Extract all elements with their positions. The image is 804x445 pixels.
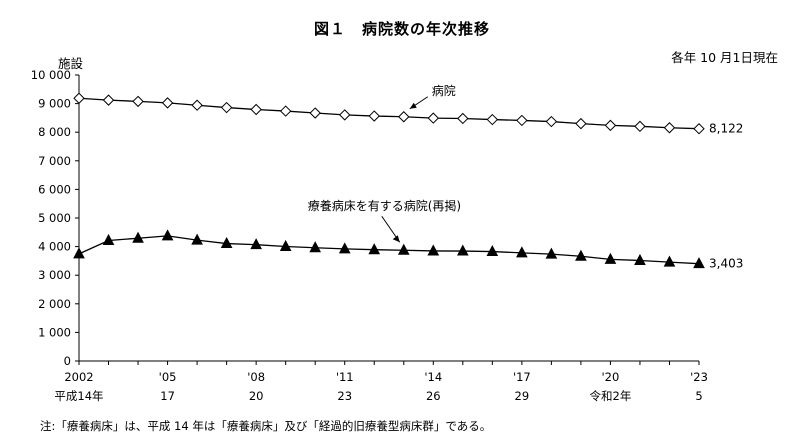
data-point-diamond xyxy=(309,107,321,119)
data-point-diamond xyxy=(102,94,115,106)
data-point-triangle xyxy=(693,257,705,269)
data-point-diamond xyxy=(457,112,469,125)
data-point-diamond xyxy=(575,117,587,130)
y-tick-label: 1 000 xyxy=(38,325,71,339)
x-tick-label: '05 xyxy=(159,370,177,384)
data-point-triangle xyxy=(545,247,558,259)
y-tick-label: 0 xyxy=(64,354,71,368)
data-point-triangle xyxy=(73,247,85,259)
data-point-diamond xyxy=(279,105,292,117)
date-note: 各年 10 月1日現在 xyxy=(671,50,778,65)
y-tick-label: 7 000 xyxy=(38,154,71,168)
data-point-triangle xyxy=(427,244,440,256)
data-point-diamond xyxy=(161,97,174,109)
data-point-triangle xyxy=(486,244,499,257)
data-point-triangle xyxy=(250,238,262,250)
y-tick-label: 8 000 xyxy=(38,125,71,139)
data-point-triangle xyxy=(338,242,351,254)
data-point-triangle xyxy=(161,229,174,241)
x-tick-label: '20 xyxy=(602,370,620,384)
x-tick-label-japanese: 5 xyxy=(695,389,702,403)
data-point-diamond xyxy=(634,120,646,133)
x-tick-label: '11 xyxy=(336,370,354,384)
x-tick-label-japanese: 29 xyxy=(515,389,530,403)
chart-title: 図１ 病院数の年次推移 xyxy=(313,20,490,38)
y-tick-label: 9 000 xyxy=(38,97,71,111)
data-point-diamond xyxy=(368,110,380,122)
data-point-triangle xyxy=(397,243,410,255)
data-point-triangle xyxy=(634,253,646,265)
data-point-triangle xyxy=(279,239,292,251)
callout-arrowhead-1 xyxy=(409,102,417,109)
y-tick-label: 4 000 xyxy=(38,240,71,254)
data-point-diamond xyxy=(516,114,528,127)
x-tick-label-japanese: 26 xyxy=(426,389,441,403)
x-tick-label-japanese: 平成14年 xyxy=(54,389,103,403)
series-markers xyxy=(73,92,705,269)
data-point-triangle xyxy=(102,233,115,245)
data-point-triangle xyxy=(220,236,233,249)
x-tick-label: '08 xyxy=(247,370,265,384)
end-value-label-2: 3,403 xyxy=(709,257,743,271)
series-line-1 xyxy=(78,97,700,130)
y-tick-label: 6 000 xyxy=(38,182,71,196)
x-tick-label-japanese: 20 xyxy=(249,389,264,403)
x-tick-label: 2002 xyxy=(64,370,93,384)
data-point-diamond xyxy=(693,123,705,135)
y-tick-label: 5 000 xyxy=(38,211,71,225)
data-point-triangle xyxy=(191,233,203,245)
footnote: 注:「療養病床」は、平成 14 年は「療養病床」及び「経過的旧療養型病床群」であ… xyxy=(40,419,492,433)
data-point-triangle xyxy=(456,244,469,256)
x-tick-label-japanese: 17 xyxy=(160,389,175,403)
data-point-diamond xyxy=(339,109,351,121)
data-point-triangle xyxy=(663,255,676,267)
x-tick-label-japanese: 23 xyxy=(337,389,352,403)
data-point-diamond xyxy=(486,113,499,126)
data-point-diamond xyxy=(250,103,262,116)
data-point-triangle xyxy=(132,231,144,243)
x-tick-label-japanese: 令和2年 xyxy=(590,389,632,403)
series-label-2: 療養病床を有する病院(再掲) xyxy=(308,198,461,213)
x-tick-label: '17 xyxy=(513,370,531,384)
data-point-diamond xyxy=(663,122,676,134)
y-tick-label: 3 000 xyxy=(38,268,71,282)
data-point-diamond xyxy=(191,99,203,111)
data-point-diamond xyxy=(427,112,439,124)
series-line-2 xyxy=(78,235,700,265)
end-value-label-1: 8,122 xyxy=(709,122,743,136)
y-axis-unit-label: 施設 xyxy=(58,56,84,71)
data-point-diamond xyxy=(132,95,144,108)
data-point-triangle xyxy=(604,252,617,264)
data-point-triangle xyxy=(309,241,322,253)
axes: 0 1 000 2 000 3 000 4 000 5 000 6 000 7 000 8 00… xyxy=(31,68,708,403)
y-tick-label: 2 000 xyxy=(38,297,71,311)
data-point-diamond xyxy=(604,119,617,132)
x-tick-label: '23 xyxy=(690,370,708,384)
data-point-triangle xyxy=(368,243,381,255)
x-tick-label: '14 xyxy=(424,370,442,384)
series-lines xyxy=(78,97,700,265)
callout-arrowhead-2 xyxy=(392,235,400,243)
data-point-triangle xyxy=(575,249,587,261)
data-point-triangle xyxy=(516,246,528,258)
data-point-diamond xyxy=(545,115,558,128)
data-point-diamond xyxy=(73,92,85,104)
data-point-diamond xyxy=(398,111,410,123)
data-point-diamond xyxy=(220,101,233,114)
series-label-1: 病院 xyxy=(432,83,456,98)
y-tick-label: 10 000 xyxy=(31,68,71,82)
